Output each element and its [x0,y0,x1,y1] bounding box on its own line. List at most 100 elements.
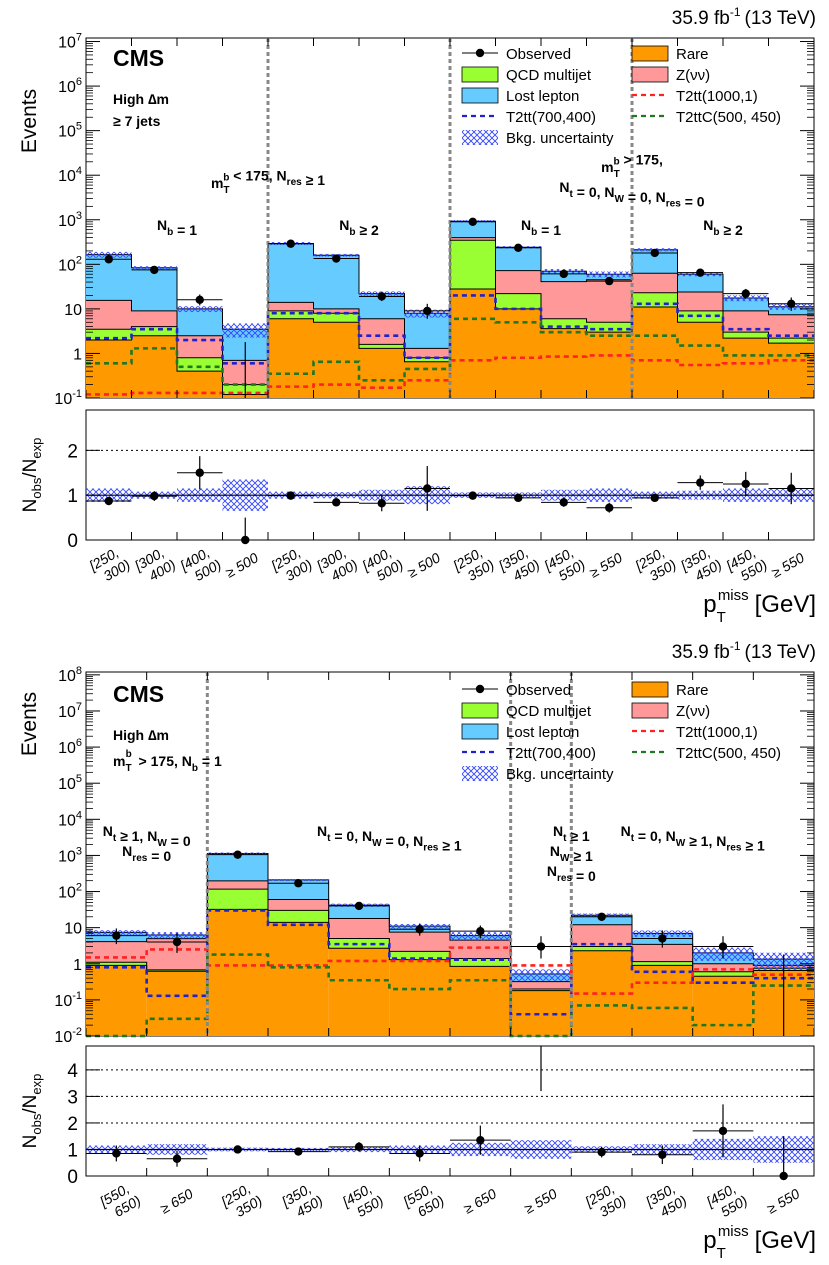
y-axis-title: Events [18,692,41,756]
observed-point [787,299,796,309]
qcd-bar [328,938,390,949]
rare-bar [389,959,450,1036]
observed-point [150,265,159,275]
x-tick-label-group: [250,350) [581,1180,628,1220]
observed-point [658,934,667,943]
ratio-point [104,496,113,506]
ratio-point [377,499,386,508]
ratio-y-axis-title: Nobs/Nexp [20,1074,44,1149]
y-tick-label: 10-2 [54,1026,82,1046]
group-label: Nres = 0 [122,843,171,864]
ratio-point [779,1171,788,1181]
region-label: Nb = 1 [157,217,197,238]
legend-label: Observed [506,46,571,63]
observed-point [468,217,477,227]
legend-label: T2tt(1000,1) [676,724,758,741]
qcd-bar [131,326,177,336]
observed-point [696,268,705,277]
selection-label-2: ≥ 7 jets [113,113,161,129]
y-tick-label: 103 [58,210,82,230]
rare-bar [723,338,769,398]
qcd-bar [404,357,450,362]
ratio-y-axis: 0 1 2 [67,441,815,552]
x-tick-label-group: [550,650) [399,1180,446,1220]
x-tick-label-group: ≥ 650 [157,1185,195,1216]
legend-label: Bkg. uncertainty [506,130,614,147]
region-label: Nb ≥ 2 [703,217,743,238]
ratio-point [423,484,432,493]
x-tick-label-group: [250,300) [268,544,315,584]
x-tick-label-group: [300,400) [131,544,178,584]
legend-label: Observed [506,682,571,699]
qcd-bar [510,989,572,991]
x-tick-label-group: [250,350) [632,544,679,584]
rare-bar [632,307,678,398]
observed-point [195,295,204,304]
uncertainty-band [510,969,572,981]
znunu-bar [450,237,496,241]
ratio-y-tick-label: 0 [67,531,78,552]
qcd-bar [450,958,511,967]
rare-bar [677,322,723,398]
x-tick-label: ≥ 500 [405,549,443,580]
y-tick-label: 1 [73,957,82,974]
observed-point [233,850,242,859]
lostlep-bar [268,243,314,303]
observed-point [536,942,546,951]
x-tick-label-group: [450,550) [541,544,588,584]
lostlep-bar [404,313,450,349]
qcd-bar [389,951,450,960]
qcd-bar [450,240,496,289]
ratio-y-axis-title: Nobs/Nexp [20,438,44,513]
znunu-bar [723,310,769,333]
rare-bar [450,288,496,398]
x-tick-label: ≥ 650 [157,1185,195,1216]
legend-label: Lost lepton [506,724,579,741]
ratio-point [195,468,204,477]
ratio-y-tick-label: 0 [67,1167,78,1188]
legend-swatch-rare [631,681,669,698]
y-tick-label: 107 [58,701,82,721]
t2ttc-line [86,953,814,1038]
legend: Observed QCD multijet Lost lepton T2tt(700,… [461,45,781,147]
y-tick-label: 103 [58,845,82,865]
x-tick-label-group: [350,450) [642,1180,689,1220]
y-tick-label: 104 [58,809,82,829]
x-tick-label-group: [300,400) [313,544,360,584]
group-label: NW ≥ 1 [550,843,593,864]
legend-swatch-observed [475,684,485,694]
qcd-bar [313,313,359,323]
znunu-bar [450,940,511,959]
lostlep-bar [313,255,359,309]
lostlep-bar [677,274,723,292]
ratio-point [658,1150,667,1159]
lostlep-bar [632,249,678,274]
group-label: Nt = 0, NW = 0, Nres = 0 [559,179,704,210]
observed-point [559,269,568,279]
x-tick-label-group: [350,450) [677,544,724,584]
ratio-point [476,1135,485,1145]
qcd-bar [541,318,587,329]
rare-bar [86,340,132,398]
observed-point [423,306,432,316]
ratio-y-tick-label: 2 [67,1114,78,1135]
znunu-bar [541,281,587,319]
x-tick-label: ≥ 650 [461,1185,499,1216]
uncertainty-band [586,271,632,278]
znunu-bar [268,899,329,911]
znunu-bar [571,924,632,947]
y-tick-label: 105 [58,773,82,793]
qcd-bar [268,310,314,319]
ratio-y-tick-label: 1 [67,486,78,507]
qcd-bar [207,889,268,910]
qcd-bar [586,322,632,333]
t2ttc-line [86,317,814,386]
ratio-point [112,1149,121,1158]
znunu-bar [632,944,693,962]
y-tick-label: 10-1 [54,388,82,408]
group-label: Nt ≥ 1 [553,823,590,844]
x-tick-label: ≥ 500 [223,549,261,580]
observed-point [415,925,424,934]
region-label: Nb = 1 [521,217,561,238]
